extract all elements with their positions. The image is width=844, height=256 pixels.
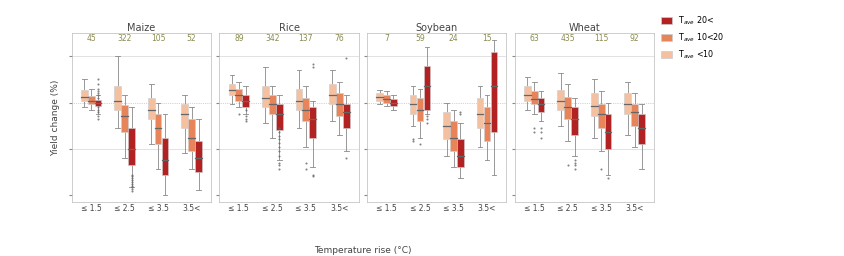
Title: Soybean: Soybean (415, 23, 458, 33)
Bar (195, 141, 202, 172)
Bar (443, 112, 450, 140)
Bar (484, 107, 490, 141)
Bar (95, 100, 101, 106)
Bar (558, 90, 564, 110)
Bar (115, 86, 122, 110)
Bar (424, 66, 430, 110)
Bar (329, 84, 336, 104)
Bar (88, 96, 95, 104)
Text: 63: 63 (529, 34, 539, 43)
Title: Maize: Maize (127, 23, 155, 33)
Text: 137: 137 (299, 34, 313, 43)
Bar (638, 114, 645, 144)
Bar (390, 99, 397, 106)
Bar (310, 107, 316, 138)
Text: 89: 89 (234, 34, 244, 43)
Bar (269, 95, 276, 114)
Bar (604, 114, 611, 149)
Bar (295, 89, 302, 110)
Bar (229, 84, 235, 95)
Bar (591, 93, 598, 116)
Bar (336, 93, 343, 116)
Text: 435: 435 (560, 34, 575, 43)
Bar (242, 95, 249, 107)
Bar (162, 138, 168, 175)
Bar (531, 91, 538, 104)
Bar (457, 140, 463, 167)
Y-axis label: Yield change (%): Yield change (%) (51, 80, 60, 156)
Bar (128, 128, 135, 165)
Bar (262, 86, 269, 107)
Text: 76: 76 (334, 34, 344, 43)
Text: 52: 52 (187, 34, 197, 43)
Bar (148, 98, 154, 119)
Bar (598, 104, 604, 128)
Bar (538, 98, 544, 112)
Bar (122, 105, 128, 132)
Text: 45: 45 (86, 34, 96, 43)
Bar (154, 114, 161, 144)
Title: Wheat: Wheat (569, 23, 600, 33)
Text: 92: 92 (630, 34, 640, 43)
Text: 105: 105 (151, 34, 165, 43)
Bar (524, 86, 531, 101)
Bar (565, 97, 571, 119)
Text: 24: 24 (449, 34, 458, 43)
Text: 59: 59 (415, 34, 425, 43)
Bar (477, 98, 484, 128)
Bar (376, 93, 383, 101)
Text: 15: 15 (482, 34, 492, 43)
Text: Temperature rise (°C): Temperature rise (°C) (314, 247, 412, 255)
Bar (417, 98, 424, 121)
Bar (181, 104, 188, 128)
Bar (625, 93, 631, 114)
Legend: T$_{ave}$ 20<, T$_{ave}$ 10<20, T$_{ave}$ <10: T$_{ave}$ 20<, T$_{ave}$ 10<20, T$_{ave}… (661, 14, 724, 61)
Bar (490, 52, 497, 132)
Title: Rice: Rice (279, 23, 300, 33)
Text: 322: 322 (117, 34, 132, 43)
Text: 7: 7 (384, 34, 389, 43)
Bar (302, 98, 309, 121)
Bar (276, 104, 283, 130)
Bar (81, 90, 88, 101)
Bar (631, 104, 638, 126)
Bar (343, 104, 349, 128)
Bar (410, 95, 416, 114)
Bar (235, 89, 242, 101)
Text: 115: 115 (594, 34, 609, 43)
Bar (188, 119, 195, 151)
Bar (450, 121, 457, 151)
Text: 342: 342 (265, 34, 279, 43)
Bar (571, 107, 578, 135)
Bar (383, 95, 390, 102)
